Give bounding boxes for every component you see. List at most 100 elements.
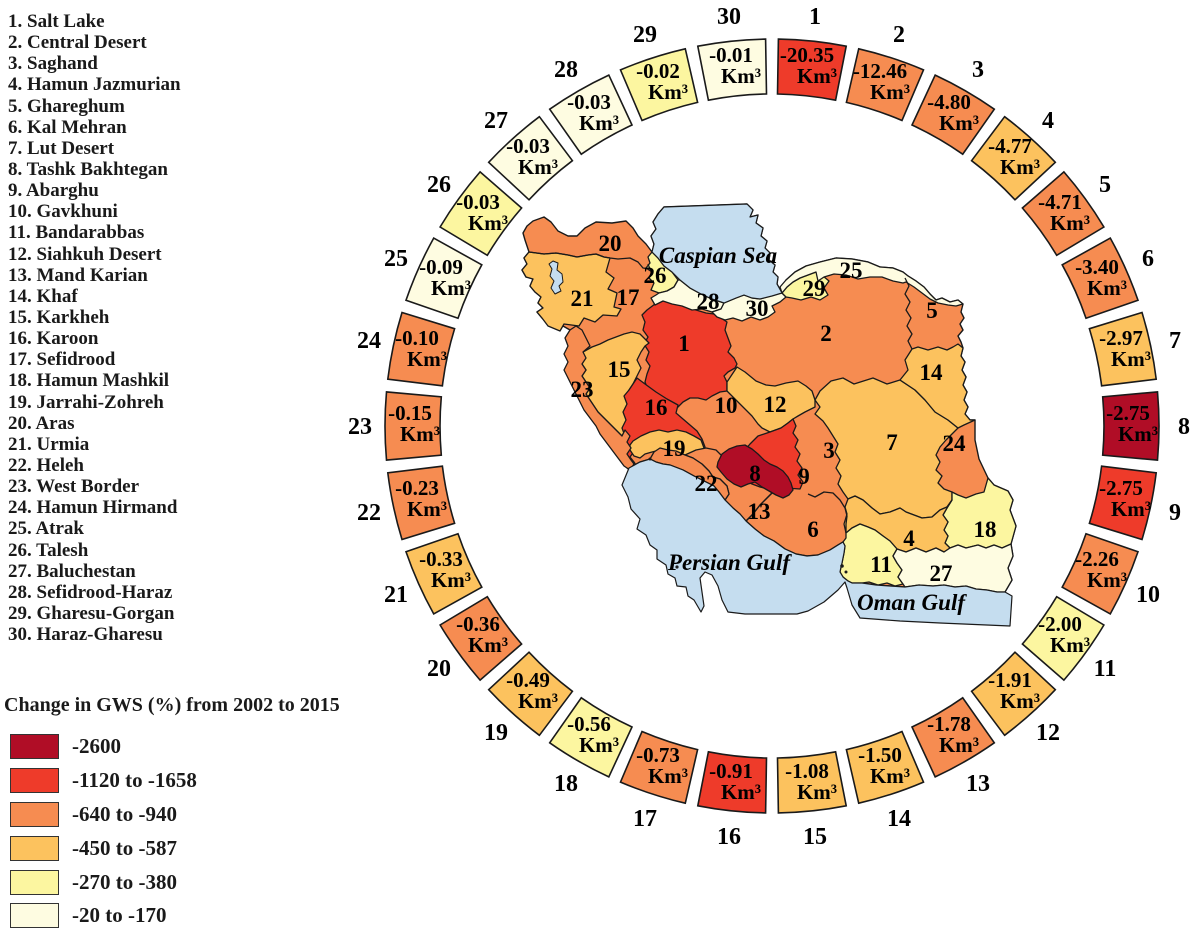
svg-text:11: 11	[1094, 656, 1117, 682]
svg-text:2: 2	[820, 321, 832, 346]
svg-text:-0.15: -0.15	[388, 401, 432, 425]
svg-text:-0.36: -0.36	[456, 612, 500, 636]
svg-text:Km³: Km³	[431, 568, 471, 592]
svg-text:Km³: Km³	[648, 80, 688, 104]
svg-text:Km³: Km³	[721, 780, 761, 804]
svg-text:-0.03: -0.03	[506, 134, 550, 158]
svg-text:16: 16	[717, 824, 741, 850]
svg-text:15: 15	[608, 357, 631, 382]
svg-text:9: 9	[1169, 500, 1181, 526]
svg-text:Km³: Km³	[721, 64, 761, 88]
svg-text:Km³: Km³	[1050, 633, 1090, 657]
svg-text:Km³: Km³	[1087, 568, 1127, 592]
svg-text:24: 24	[943, 431, 967, 456]
svg-text:7: 7	[886, 430, 898, 455]
svg-text:6: 6	[807, 517, 819, 542]
svg-text:5: 5	[1099, 172, 1111, 198]
svg-text:24: 24	[357, 328, 381, 354]
svg-text:12: 12	[1036, 720, 1060, 746]
svg-text:-1.91: -1.91	[988, 668, 1032, 692]
svg-text:30: 30	[717, 4, 741, 30]
svg-text:28: 28	[697, 289, 720, 314]
svg-text:29: 29	[633, 22, 657, 48]
svg-text:3: 3	[823, 438, 835, 463]
svg-text:Km³: Km³	[468, 633, 508, 657]
svg-text:Km³: Km³	[431, 276, 471, 300]
svg-text:Km³: Km³	[518, 155, 558, 179]
svg-text:Km³: Km³	[1111, 347, 1151, 371]
svg-text:12: 12	[764, 392, 787, 417]
svg-text:-2.75: -2.75	[1099, 476, 1143, 500]
svg-text:Km³: Km³	[1000, 689, 1040, 713]
svg-text:25: 25	[840, 258, 863, 283]
svg-text:23: 23	[571, 377, 594, 402]
svg-text:-0.09: -0.09	[419, 255, 463, 279]
svg-text:Km³: Km³	[1000, 155, 1040, 179]
svg-text:15: 15	[803, 824, 827, 850]
svg-text:14: 14	[920, 360, 944, 385]
svg-text:3: 3	[972, 57, 984, 83]
svg-text:7: 7	[1169, 328, 1181, 354]
svg-text:-4.77: -4.77	[988, 134, 1032, 158]
svg-text:2: 2	[893, 22, 905, 48]
svg-text:9: 9	[798, 464, 810, 489]
svg-text:8: 8	[749, 461, 761, 486]
svg-text:Km³: Km³	[870, 80, 910, 104]
svg-text:21: 21	[384, 582, 408, 608]
svg-text:Km³: Km³	[1087, 276, 1127, 300]
svg-text:29: 29	[803, 276, 826, 301]
svg-text:Km³: Km³	[579, 111, 619, 135]
svg-text:Km³: Km³	[797, 780, 837, 804]
svg-text:Km³: Km³	[579, 733, 619, 757]
svg-text:22: 22	[357, 500, 381, 526]
svg-text:27: 27	[484, 108, 508, 134]
svg-text:16: 16	[645, 395, 668, 420]
svg-text:Km³: Km³	[648, 764, 688, 788]
svg-text:8: 8	[1178, 414, 1190, 440]
svg-text:14: 14	[887, 806, 911, 832]
svg-text:28: 28	[554, 57, 578, 83]
svg-text:11: 11	[870, 552, 892, 577]
svg-text:Km³: Km³	[400, 422, 440, 446]
svg-text:Km³: Km³	[870, 764, 910, 788]
svg-text:Km³: Km³	[518, 689, 558, 713]
svg-text:6: 6	[1142, 246, 1154, 272]
svg-text:Persian Gulf: Persian Gulf	[667, 550, 792, 575]
svg-text:-2.97: -2.97	[1099, 326, 1143, 350]
svg-text:13: 13	[966, 771, 990, 797]
svg-text:-4.80: -4.80	[927, 90, 971, 114]
svg-text:Km³: Km³	[407, 347, 447, 371]
svg-text:Km³: Km³	[1050, 211, 1090, 235]
svg-text:-0.03: -0.03	[567, 90, 611, 114]
svg-text:26: 26	[427, 172, 451, 198]
svg-text:Oman Gulf: Oman Gulf	[857, 590, 967, 615]
svg-text:-0.73: -0.73	[636, 743, 680, 767]
svg-text:-3.40: -3.40	[1075, 255, 1119, 279]
svg-text:21: 21	[571, 286, 594, 311]
svg-text:-2.75: -2.75	[1106, 401, 1150, 425]
svg-text:20: 20	[599, 231, 622, 256]
svg-text:30: 30	[746, 296, 769, 321]
svg-text:1: 1	[678, 331, 690, 356]
svg-text:1: 1	[809, 4, 821, 30]
svg-text:4: 4	[903, 526, 915, 551]
svg-text:Km³: Km³	[939, 111, 979, 135]
svg-text:-0.23: -0.23	[395, 476, 439, 500]
svg-text:10: 10	[715, 393, 738, 418]
svg-text:-2.00: -2.00	[1038, 612, 1082, 636]
svg-text:-0.03: -0.03	[456, 190, 500, 214]
svg-text:19: 19	[484, 720, 508, 746]
svg-text:Km³: Km³	[939, 733, 979, 757]
svg-text:Km³: Km³	[468, 211, 508, 235]
svg-text:-0.33: -0.33	[419, 547, 463, 571]
svg-text:25: 25	[384, 246, 408, 272]
svg-text:22: 22	[695, 471, 718, 496]
svg-text:19: 19	[663, 436, 686, 461]
svg-text:-0.02: -0.02	[636, 59, 680, 83]
svg-text:10: 10	[1136, 582, 1160, 608]
svg-text:17: 17	[633, 806, 657, 832]
svg-text:-0.01: -0.01	[709, 43, 753, 67]
svg-text:-1.78: -1.78	[927, 712, 971, 736]
svg-text:-20.35: -20.35	[780, 43, 834, 67]
svg-text:-0.49: -0.49	[506, 668, 550, 692]
